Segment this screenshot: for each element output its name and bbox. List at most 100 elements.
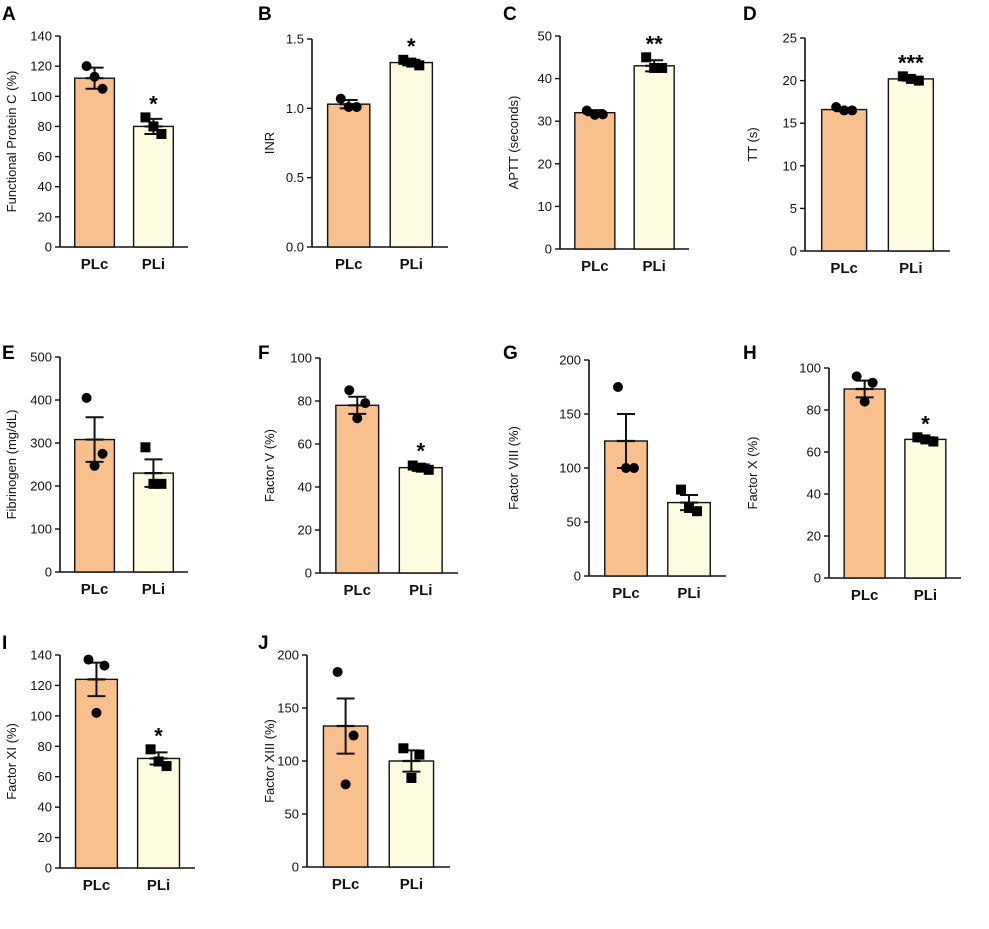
data-point-pli: [897, 71, 908, 82]
y-tick-label: 20: [807, 529, 821, 544]
x-tick-label: PLc: [344, 582, 372, 599]
y-tick-label: 400: [30, 393, 52, 408]
data-point-pli: [423, 464, 434, 475]
data-point-pli: [148, 121, 159, 132]
data-point-plc: [839, 105, 850, 116]
panel-letter: D: [743, 4, 757, 25]
data-point-pli: [684, 502, 695, 513]
y-tick-label: 40: [38, 179, 52, 194]
y-tick-label: 80: [38, 119, 52, 134]
data-point-pli: [676, 484, 687, 495]
y-tick-label: 140: [30, 648, 52, 663]
x-tick-label: PLc: [81, 256, 109, 273]
bar-plc: [820, 108, 868, 252]
y-tick-label: 0: [45, 240, 52, 255]
y-tick-label: 0.5: [286, 170, 304, 185]
data-point-plc: [81, 61, 92, 72]
y-tick-label: 200: [277, 648, 299, 663]
panel-j: J 0 50 100 150 200 Factor XIII (%) PLc PLi: [258, 633, 450, 893]
y-tick-label: 10: [783, 158, 797, 173]
panel-letter: F: [258, 343, 270, 364]
y-tick-label: 1.0: [286, 101, 304, 116]
data-point-plc: [91, 707, 102, 718]
panel-letter: J: [258, 633, 269, 654]
data-point-pli: [148, 478, 159, 489]
data-point-pli: [920, 434, 931, 445]
data-point-pli: [928, 436, 939, 447]
significance-marker: ***: [898, 50, 924, 75]
panel-g: G 0 50 100 150 200 Factor VIII (%) PLc PLi: [503, 343, 726, 602]
data-point-plc: [99, 660, 110, 671]
y-axis-title: INR: [262, 132, 277, 154]
data-point-pli: [905, 73, 916, 84]
y-tick-label: 100: [559, 461, 581, 476]
x-tick-label: PLc: [851, 587, 879, 604]
y-tick-label: 20: [38, 209, 52, 224]
data-point-plc: [859, 396, 870, 407]
bar-pli: [887, 78, 935, 252]
data-point-plc: [89, 71, 100, 82]
data-point-plc: [97, 83, 108, 94]
y-tick-label: 40: [38, 800, 52, 815]
x-tick-label: PLi: [400, 876, 423, 893]
significance-marker: *: [921, 411, 930, 436]
y-tick-label: 15: [783, 116, 797, 131]
data-point-plc: [83, 654, 94, 665]
data-point-pli: [140, 442, 151, 453]
data-point-pli: [140, 112, 151, 123]
y-tick-label: 80: [807, 403, 821, 418]
y-tick-label: 0: [545, 242, 552, 257]
y-tick-label: 10: [538, 199, 552, 214]
y-axis-title: Factor XI (%): [4, 723, 19, 800]
significance-marker: *: [149, 91, 158, 116]
bar-pli: [132, 472, 174, 573]
y-tick-label: 20: [538, 156, 552, 171]
x-tick-label: PLi: [899, 260, 922, 277]
y-tick-label: 200: [30, 479, 52, 494]
y-tick-label: 80: [298, 394, 312, 409]
panel-b: B 0.0 0.5 1.0 1.5 INR PLc PLi *: [258, 4, 448, 273]
y-tick-label: 300: [30, 436, 52, 451]
y-tick-label: 40: [807, 487, 821, 502]
y-tick-label: 50: [285, 807, 299, 822]
y-axis-title: Fibrinogen (mg/dL): [4, 410, 19, 520]
y-tick-label: 100: [290, 351, 312, 366]
bar-pli: [132, 125, 174, 248]
data-point-pli: [912, 432, 923, 443]
bar-plc: [843, 388, 886, 579]
data-point-plc: [847, 105, 858, 116]
bar-plc: [74, 678, 119, 869]
data-point-pli: [156, 128, 167, 139]
bar-pli: [667, 501, 711, 577]
y-tick-label: 50: [567, 515, 581, 530]
data-point-pli: [161, 761, 172, 772]
data-point-plc: [97, 448, 108, 459]
data-point-pli: [156, 478, 167, 489]
y-axis-title: Factor V (%): [262, 429, 277, 502]
panel-f: F 0 20 40 60 80 100 Factor V (%) PLc PLi *: [258, 343, 458, 599]
data-point-plc: [620, 463, 631, 473]
significance-marker: *: [407, 34, 416, 59]
y-tick-label: 25: [783, 31, 797, 46]
data-point-pli: [641, 52, 652, 63]
data-point-plc: [851, 371, 862, 382]
data-point-plc: [831, 102, 842, 113]
data-point-plc: [612, 382, 623, 392]
x-tick-label: PLi: [409, 582, 432, 599]
y-axis-title: APTT (seconds): [506, 96, 521, 190]
bar-plc: [335, 404, 380, 574]
y-tick-label: 5: [790, 201, 797, 216]
y-tick-label: 140: [30, 29, 52, 44]
panel-e: E 0 100 200 300 400 500 Fibrinogen (mg/dL) PLc PL…: [2, 343, 188, 598]
y-tick-label: 1.5: [286, 32, 304, 47]
data-point-plc: [867, 377, 878, 388]
y-tick-label: 0: [305, 566, 312, 581]
y-tick-label: 0: [574, 569, 581, 584]
data-point-pli: [913, 75, 924, 86]
y-tick-label: 100: [30, 89, 52, 104]
data-point-pli: [406, 772, 417, 783]
y-tick-label: 60: [807, 445, 821, 460]
y-tick-label: 0: [790, 244, 797, 259]
panel-letter: I: [2, 633, 7, 654]
